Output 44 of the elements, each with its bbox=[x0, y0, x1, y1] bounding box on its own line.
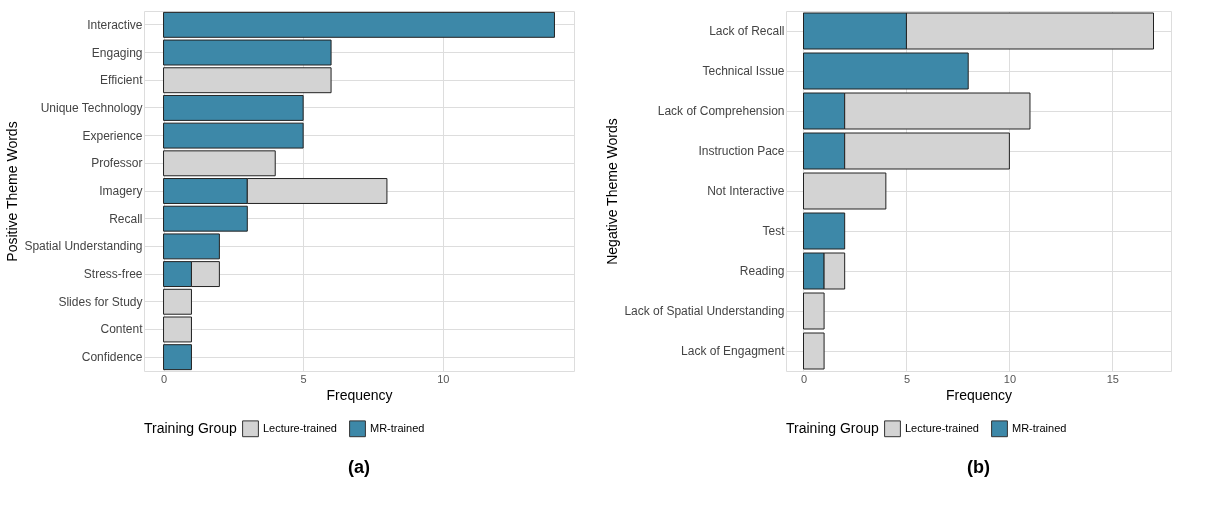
y-tick-label: Lack of Engagment bbox=[681, 344, 786, 358]
y-tick-label: Stress-free bbox=[83, 267, 143, 282]
y-tick-label: Content bbox=[100, 322, 144, 337]
x-tick-label: 5 bbox=[300, 372, 307, 385]
y-tick-label: Test bbox=[762, 224, 786, 238]
y-tick-label: Efficient bbox=[100, 73, 144, 88]
y-tick-label: Experience bbox=[82, 128, 143, 143]
x-tick-label: 5 bbox=[903, 372, 910, 385]
y-tick-label: Lack of Recall bbox=[709, 24, 785, 38]
x-tick-label: 0 bbox=[160, 372, 168, 385]
y-tick-label: Imagery bbox=[99, 184, 143, 198]
y-tick-label: Unique Technology bbox=[40, 100, 143, 115]
legend-label: MR-trained bbox=[1012, 421, 1067, 434]
legend-label: Lecture-trained bbox=[263, 421, 337, 434]
y-tick-label: Confidence bbox=[81, 350, 143, 365]
legend-label: Lecture-trained bbox=[905, 421, 979, 434]
bar bbox=[803, 212, 846, 250]
legend-title: Training Group bbox=[144, 420, 238, 436]
y-tick-label: Professor bbox=[91, 156, 143, 171]
y-tick-label: Slides for Study bbox=[58, 294, 143, 309]
x-tick-label: 15 bbox=[1106, 372, 1119, 385]
legend-label: MR-trained bbox=[370, 421, 425, 434]
y-tick-label: Not Interactive bbox=[707, 184, 785, 198]
y-axis-title: Positive Theme Words bbox=[4, 121, 21, 262]
y-tick-label: Technical Issue bbox=[702, 64, 785, 78]
text: (b) bbox=[967, 457, 990, 477]
x-tick-label: 10 bbox=[1003, 372, 1017, 385]
y-tick-label: Lack of Comprehension bbox=[657, 104, 785, 118]
text: (a) bbox=[348, 457, 370, 477]
bar bbox=[803, 52, 969, 90]
y-tick-label: Interactive bbox=[87, 17, 143, 32]
y-tick-label: Engaging bbox=[91, 45, 143, 60]
y-tick-label: Spatial Understanding bbox=[24, 239, 143, 254]
y-tick-label: Lack of Spatial Understanding bbox=[624, 304, 785, 318]
y-axis-title: Negative Theme Words bbox=[604, 118, 621, 265]
legend-title: Training Group bbox=[786, 420, 880, 436]
x-tick-label: 10 bbox=[437, 372, 450, 385]
bar bbox=[163, 94, 304, 121]
y-tick-label: Instruction Pace bbox=[698, 144, 785, 158]
y-tick-label: Reading bbox=[739, 264, 785, 278]
x-axis-title: Frequency bbox=[945, 386, 1013, 403]
x-tick-label: 0 bbox=[800, 372, 808, 385]
y-tick-label: Recall bbox=[109, 211, 143, 226]
x-axis-title: Frequency bbox=[326, 386, 393, 403]
